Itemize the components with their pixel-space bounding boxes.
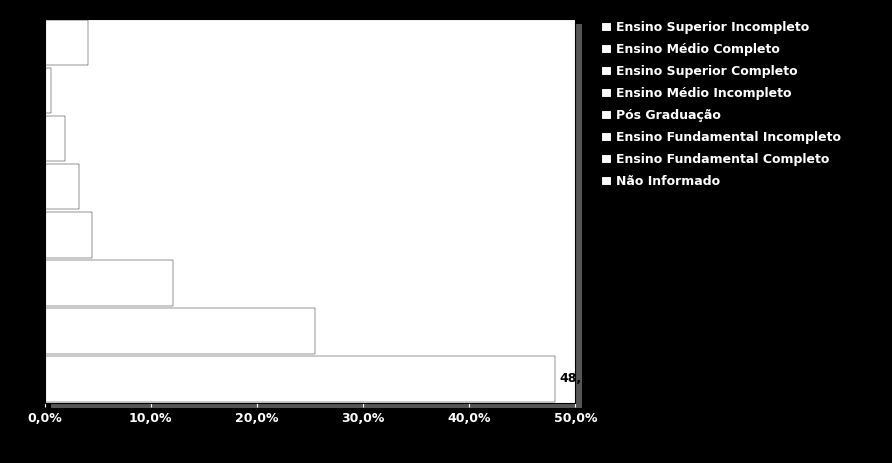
Legend: Ensino Superior Incompleto, Ensino Médio Completo, Ensino Superior Completo, Ens: Ensino Superior Incompleto, Ensino Médio… (598, 17, 845, 192)
Bar (45, 356, 555, 401)
Bar (45, 20, 88, 65)
Text: 48,1%: 48,1% (559, 372, 603, 385)
Bar (45, 212, 93, 257)
Bar (45, 68, 51, 113)
Bar (45, 116, 65, 162)
Bar (45, 260, 173, 306)
Bar (45, 308, 315, 354)
Bar (45, 164, 78, 209)
